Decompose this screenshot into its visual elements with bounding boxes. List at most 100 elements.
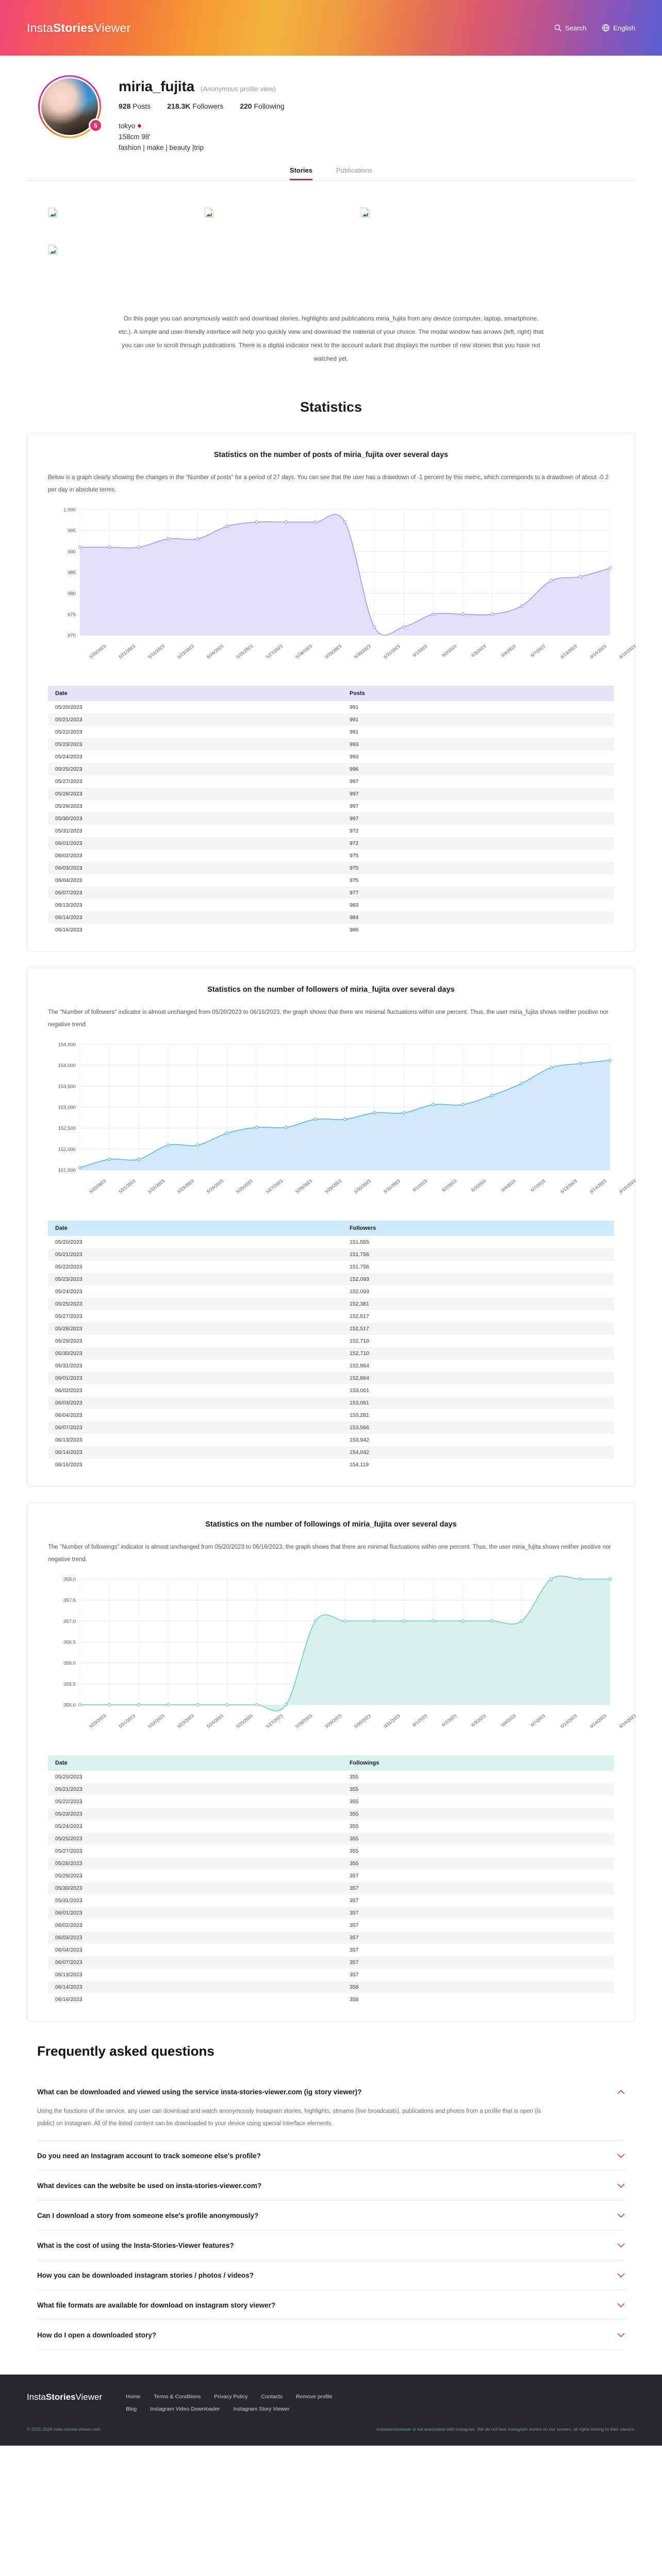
table-cell: 357 bbox=[349, 1910, 359, 1916]
faq-question[interactable]: How do I open a downloaded story? bbox=[37, 2331, 625, 2339]
stat-following: 220 Following bbox=[240, 102, 284, 110]
footer-link[interactable]: Home bbox=[126, 2394, 141, 2400]
x-tick-label: 6/7/2023 bbox=[529, 1713, 546, 1728]
x-tick-label: 5/29/2023 bbox=[323, 1178, 342, 1195]
chart-card: Statistics on the number of posts of mir… bbox=[27, 433, 637, 952]
bio-line-2: 158cm 98' bbox=[119, 133, 151, 141]
faq-question-text: How do I open a downloaded story? bbox=[37, 2331, 157, 2339]
svg-text:975: 975 bbox=[68, 612, 76, 618]
story-thumbnail[interactable] bbox=[27, 208, 183, 245]
footer-logo-suffix: Viewer bbox=[75, 2392, 103, 2402]
faq-question[interactable]: What file formats are available for down… bbox=[37, 2301, 625, 2309]
svg-text:357.0: 357.0 bbox=[63, 1619, 76, 1624]
x-tick-label: 6/7/2023 bbox=[529, 1178, 546, 1193]
table-row: 05/20/2023 151,555 bbox=[48, 1236, 614, 1248]
avatar[interactable]: 5 bbox=[38, 75, 103, 138]
faq-item: What devices can the website be used on … bbox=[37, 2171, 625, 2200]
table-row: 05/30/2023 997 bbox=[48, 812, 614, 825]
following-count: 220 bbox=[240, 102, 252, 110]
chevron-up-icon[interactable] bbox=[617, 2088, 625, 2096]
faq-question[interactable]: What is the cost of using the Insta-Stor… bbox=[37, 2242, 625, 2249]
footer-logo[interactable]: InstaStoriesViewer bbox=[27, 2392, 102, 2402]
x-tick-label: 6/3/2023 bbox=[470, 643, 487, 658]
language-selector[interactable]: English bbox=[602, 24, 635, 32]
table-row: 06/01/2023 357 bbox=[48, 1907, 614, 1919]
x-tick-label: 5/20/2023 bbox=[88, 1178, 107, 1195]
footer-link[interactable]: Contacts bbox=[261, 2394, 283, 2400]
table-cell: 05/27/2023 bbox=[55, 1848, 82, 1854]
footer-link[interactable]: Terms & Conditions bbox=[154, 2394, 201, 2400]
table-cell: 152,710 bbox=[349, 1350, 369, 1357]
x-tick-label: 6/1/2023 bbox=[411, 1178, 428, 1193]
table-cell: 05/27/2023 bbox=[55, 1313, 82, 1319]
table-row: 06/03/2023 357 bbox=[48, 1931, 614, 1944]
x-tick-label: 6/7/2023 bbox=[529, 643, 546, 658]
table-row: 06/16/2023 358 bbox=[48, 1993, 614, 2006]
column-header: Date bbox=[55, 1760, 68, 1766]
table-cell: 151,756 bbox=[349, 1251, 369, 1258]
table-cell: 05/29/2023 bbox=[55, 1873, 82, 1879]
footer-link[interactable]: Instagram Video Downloader bbox=[150, 2406, 220, 2412]
x-tick-label: 5/22/2023 bbox=[147, 643, 166, 660]
table-cell: 355 bbox=[349, 1836, 359, 1842]
table-header-row: Date Posts bbox=[48, 686, 614, 701]
chevron-down-icon[interactable] bbox=[617, 2182, 625, 2190]
footer-link[interactable]: Privacy Policy bbox=[214, 2394, 248, 2400]
x-tick-label: 5/22/2023 bbox=[147, 1178, 166, 1195]
logo-bold: Stories bbox=[53, 21, 94, 35]
chevron-down-icon[interactable] bbox=[617, 2212, 625, 2219]
x-tick-label: 6/4/2023 bbox=[500, 1178, 517, 1193]
chart-data-table: Date Followings 05/20/2023 355 05/21/2023 355… bbox=[48, 1755, 614, 2006]
site-header: InstaStoriesViewer Search English bbox=[0, 0, 662, 56]
faq-item: What file formats are available for down… bbox=[37, 2290, 625, 2320]
story-thumbnail[interactable] bbox=[183, 208, 339, 245]
faq-section: Frequently asked questions What can be d… bbox=[27, 2043, 635, 2350]
x-tick-label: 6/2/2023 bbox=[441, 1713, 458, 1728]
chevron-down-icon[interactable] bbox=[617, 2272, 625, 2279]
faq-question-text: What can be downloaded and viewed using … bbox=[37, 2088, 362, 2096]
search-button[interactable]: Search bbox=[554, 24, 586, 32]
faq-question[interactable]: Do you need an Instagram account to trac… bbox=[37, 2152, 625, 2160]
profile-bio: tokyo🇯🇵 158cm 98' fashion | make | beaut… bbox=[119, 121, 285, 153]
table-cell: 993 bbox=[349, 754, 359, 760]
faq-question[interactable]: What devices can the website be used on … bbox=[37, 2182, 625, 2190]
table-cell: 977 bbox=[349, 890, 359, 896]
tab-publications[interactable]: Publications bbox=[336, 166, 373, 174]
x-tick-label: 5/29/2023 bbox=[323, 643, 342, 660]
faq-question[interactable]: How you can be downloaded instagram stor… bbox=[37, 2272, 625, 2279]
table-cell: 153,061 bbox=[349, 1387, 369, 1394]
chart-plot: 151,500 152,000 152,500 153,000 153,500 154,0… bbox=[48, 1039, 614, 1177]
story-thumbnail[interactable] bbox=[339, 208, 495, 245]
avatar-image bbox=[41, 78, 98, 135]
story-thumbnail[interactable] bbox=[27, 245, 183, 282]
table-cell: 06/02/2023 bbox=[55, 1387, 82, 1394]
faq-question-text: What is the cost of using the Insta-Stor… bbox=[37, 2242, 234, 2249]
x-tick-label: 5/29/2023 bbox=[323, 1713, 342, 1730]
faq-question[interactable]: Can I download a story from someone else… bbox=[37, 2212, 625, 2219]
table-row: 05/29/2023 357 bbox=[48, 1870, 614, 1882]
footer-link[interactable]: Instagram Story Viewer bbox=[233, 2406, 290, 2412]
table-cell: 991 bbox=[349, 704, 359, 710]
footer-link[interactable]: Blog bbox=[126, 2406, 137, 2412]
table-cell: 997 bbox=[349, 778, 359, 785]
faq-question[interactable]: What can be downloaded and viewed using … bbox=[37, 2088, 625, 2096]
faq-answer: Using the functions of the service, any … bbox=[37, 2108, 541, 2127]
chevron-down-icon[interactable] bbox=[617, 2301, 625, 2309]
table-row: 05/23/2023 355 bbox=[48, 1808, 614, 1820]
x-tick-label: 5/24/2023 bbox=[206, 643, 225, 660]
x-tick-label: 5/20/2023 bbox=[88, 1713, 107, 1730]
x-tick-label: 5/21/2023 bbox=[118, 643, 136, 660]
table-cell: 152,093 bbox=[349, 1289, 369, 1295]
chart-plot: 355.0 355.5 356.0 356.5 357.0 357.5 358.0 bbox=[48, 1574, 614, 1712]
chevron-down-icon[interactable] bbox=[617, 2242, 625, 2249]
table-cell: 355 bbox=[349, 1848, 359, 1854]
chevron-down-icon[interactable] bbox=[617, 2331, 625, 2339]
table-cell: 151,756 bbox=[349, 1264, 369, 1270]
tab-stories[interactable]: Stories bbox=[289, 166, 312, 180]
footer-link[interactable]: Remove profile bbox=[296, 2394, 333, 2400]
site-logo[interactable]: InstaStoriesViewer bbox=[27, 21, 130, 35]
table-cell: 06/03/2023 bbox=[55, 865, 82, 871]
avatar-ring bbox=[40, 77, 100, 137]
chevron-down-icon[interactable] bbox=[617, 2152, 625, 2160]
table-row: 05/25/2023 152,381 bbox=[48, 1298, 614, 1310]
